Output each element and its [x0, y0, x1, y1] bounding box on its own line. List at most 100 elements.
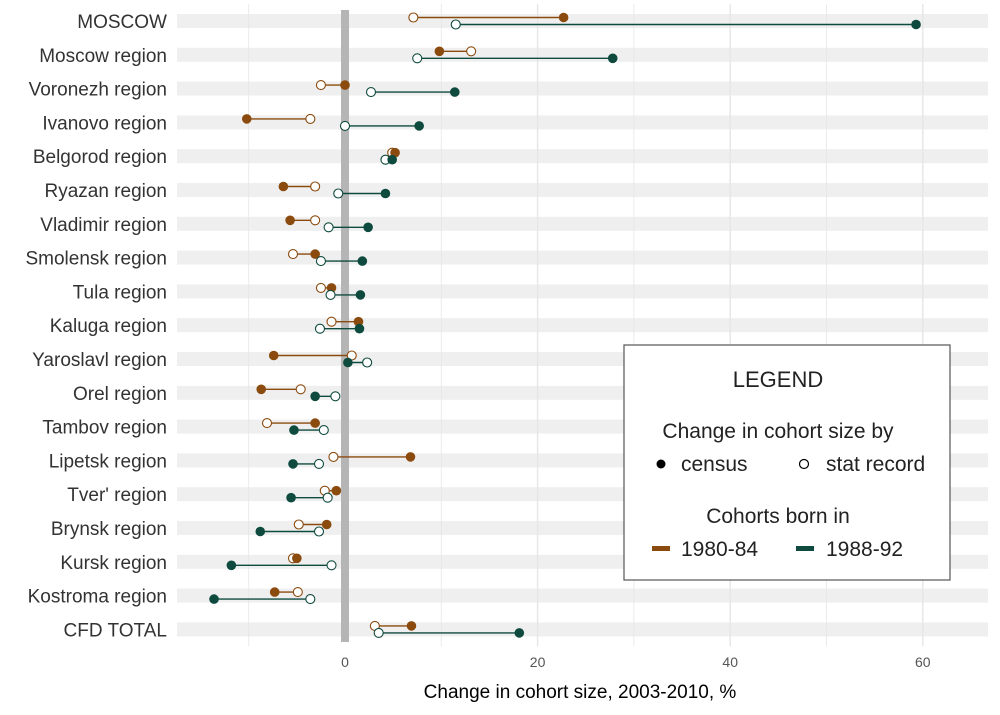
census-point: [353, 316, 364, 327]
category-label: Brynsk region: [51, 519, 167, 540]
census-point: [354, 323, 365, 334]
category-band: [177, 183, 988, 197]
category-band: [177, 47, 988, 62]
census-point: [256, 384, 267, 395]
category-labels: MOSCOW Moscow region Voronezh region Ivanov…: [25, 12, 167, 641]
census-point: [310, 418, 320, 428]
stat-record-point: [313, 526, 325, 537]
legend: LEGEND Change in cohort size by census s…: [623, 344, 951, 581]
stat-record-point: [315, 80, 326, 91]
category-band: [177, 250, 988, 265]
stat-record-point: [305, 594, 316, 605]
category-label: Orel region: [73, 384, 167, 405]
stat-record-point: [287, 249, 299, 260]
x-tick-label: 20: [530, 654, 546, 670]
category-label: Belgorod region: [33, 147, 167, 168]
stat-record-point: [466, 46, 477, 57]
stat-record-point: [333, 188, 344, 199]
category-label: Kostroma region: [28, 587, 167, 608]
census-point: [911, 19, 921, 30]
census-point: [289, 425, 299, 435]
legend-title: LEGEND: [733, 367, 823, 392]
legend-census-marker: [656, 459, 666, 469]
category-label: Kaluga region: [50, 316, 167, 337]
x-axis-label: Change in cohort size, 2003-2010, %: [424, 682, 737, 703]
census-point: [269, 587, 280, 597]
stat-record-point: [318, 425, 329, 436]
census-point: [241, 114, 252, 124]
census-point: [285, 215, 295, 226]
stat-record-point: [365, 87, 377, 98]
census-point: [363, 222, 373, 233]
stat-record-point: [305, 113, 316, 124]
census-point: [514, 628, 525, 638]
census-point: [226, 560, 237, 571]
stat-record-point: [310, 181, 321, 192]
stat-record-point: [310, 215, 321, 226]
category-label: Lipetsk region: [49, 451, 167, 472]
legend-census-label: census: [681, 453, 748, 476]
stat-record-point: [314, 323, 326, 334]
legend-box: [623, 344, 951, 581]
stat-record-point: [325, 289, 336, 300]
category-band: [177, 622, 988, 637]
census-point: [310, 391, 320, 402]
category-label: Kursk region: [60, 553, 167, 574]
dumbbell-points: [209, 12, 921, 638]
census-point: [288, 459, 298, 469]
legend-stat-record-marker: [798, 458, 810, 470]
census-point: [310, 249, 320, 259]
category-label: Voronezh region: [29, 80, 167, 101]
category-label: Tver' region: [67, 485, 167, 506]
zero-reference-line: [341, 10, 349, 642]
census-point: [340, 80, 350, 90]
stat-record-point: [261, 418, 273, 429]
census-point: [434, 46, 445, 57]
census-point: [278, 181, 289, 192]
legend-stat-record-label: stat record: [826, 453, 925, 476]
x-axis-ticks: 0 20 40 60: [341, 654, 931, 670]
category-label: CFD TOTAL: [64, 620, 167, 641]
category-label: Yaroslavl region: [32, 350, 167, 371]
stat-record-point: [412, 53, 423, 64]
stat-record-point: [326, 560, 337, 571]
census-point: [292, 553, 302, 564]
category-label: Vladimir region: [40, 215, 167, 236]
stat-record-point: [292, 587, 303, 598]
x-tick-label: 0: [341, 654, 349, 670]
legend-cohort-subtitle: Cohorts born in: [706, 505, 850, 528]
stat-record-point: [330, 391, 341, 402]
stat-record-point: [323, 222, 334, 233]
census-point: [209, 594, 219, 604]
stat-record-point: [315, 256, 326, 267]
category-label: Ryazan region: [44, 181, 167, 202]
category-band: [177, 14, 988, 28]
census-point: [449, 87, 460, 97]
census-point: [406, 621, 417, 631]
legend-1988-92-label: 1988-92: [826, 538, 903, 561]
census-point: [357, 256, 368, 266]
legend-1980-84-label: 1980-84: [681, 538, 758, 561]
census-point: [405, 452, 416, 462]
stat-record-point: [326, 316, 337, 327]
category-label: Smolensk region: [25, 249, 167, 270]
x-tick-label: 40: [722, 654, 738, 670]
stat-record-point: [408, 12, 419, 23]
census-point: [331, 485, 342, 496]
category-band: [177, 284, 988, 299]
category-label: MOSCOW: [77, 12, 167, 33]
legend-measure-subtitle: Change in cohort size by: [662, 420, 894, 443]
stat-record-point: [339, 120, 351, 131]
census-point: [321, 519, 332, 530]
category-band: [177, 81, 988, 96]
census-point: [355, 290, 366, 300]
stat-record-point: [328, 451, 339, 462]
stat-record-point: [313, 458, 325, 469]
category-band: [177, 149, 988, 164]
category-label: Tula region: [73, 282, 167, 303]
stat-record-point: [322, 492, 333, 503]
stat-record-point: [293, 519, 304, 530]
category-label: Ivanovo region: [42, 113, 167, 134]
legend-1988-92-swatch: [796, 546, 814, 551]
